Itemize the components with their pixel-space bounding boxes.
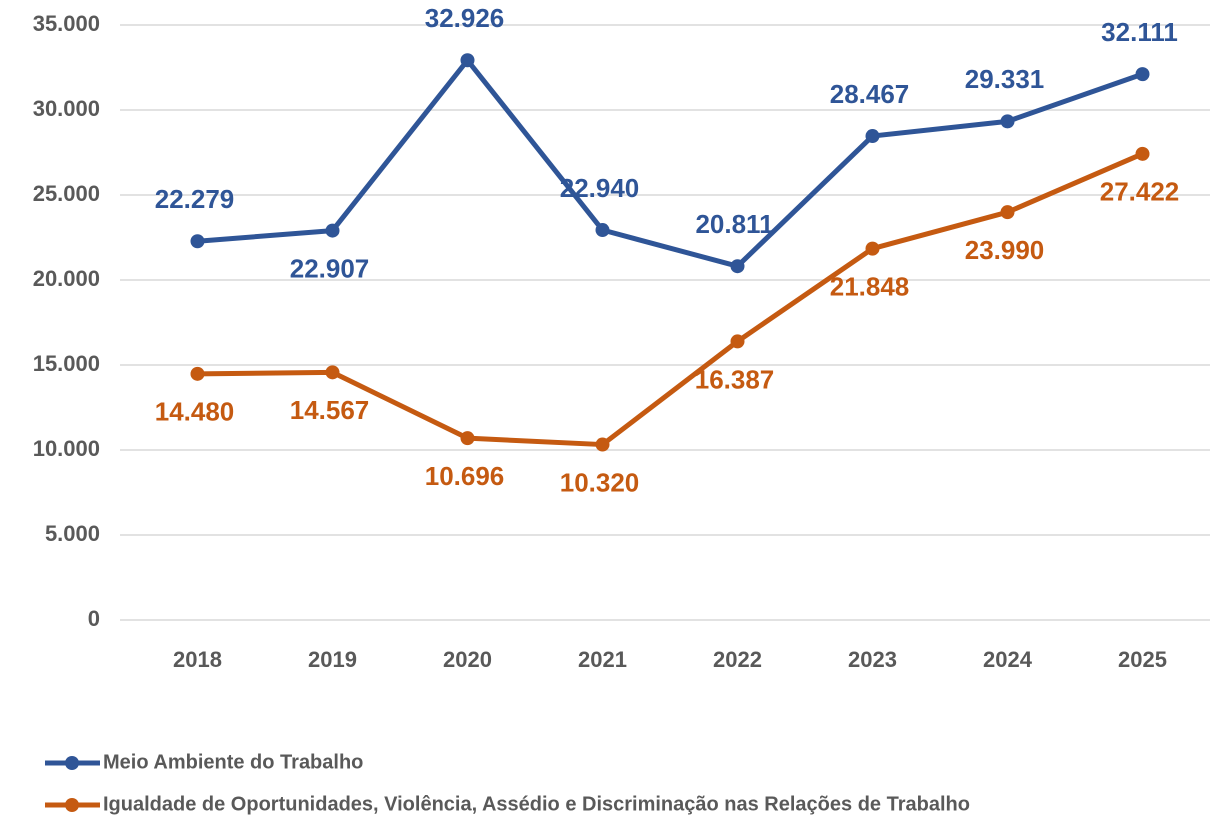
y-tick-label: 15.000 — [33, 351, 100, 376]
data-label: 32.926 — [425, 3, 505, 33]
data-label: 22.940 — [560, 173, 640, 203]
legend-marker — [65, 756, 79, 770]
data-label: 10.320 — [560, 467, 640, 497]
data-label: 23.990 — [965, 235, 1045, 265]
point — [1135, 146, 1150, 161]
y-tick-label: 25.000 — [33, 181, 100, 206]
data-label: 16.387 — [695, 364, 775, 394]
point — [325, 223, 340, 238]
series-line — [197, 57, 1144, 269]
x-tick-label: 2025 — [1118, 647, 1167, 672]
point — [865, 129, 880, 144]
data-label: 14.567 — [290, 395, 370, 425]
point — [190, 234, 205, 249]
data-label: 21.848 — [830, 271, 910, 301]
point — [595, 223, 610, 238]
x-tick-label: 2019 — [308, 647, 357, 672]
x-tick-label: 2022 — [713, 647, 762, 672]
data-label: 14.480 — [155, 397, 235, 427]
point — [730, 259, 745, 274]
x-tick-label: 2024 — [983, 647, 1033, 672]
legend-label: Igualdade de Oportunidades, Violência, A… — [103, 793, 970, 815]
point — [730, 334, 745, 349]
x-tick-label: 2018 — [173, 647, 222, 672]
legend-marker — [65, 798, 79, 812]
x-tick-label: 2021 — [578, 647, 627, 672]
y-tick-label: 5.000 — [45, 521, 100, 546]
point — [460, 53, 475, 68]
series-line — [197, 151, 1144, 448]
y-tick-label: 30.000 — [33, 96, 100, 121]
point — [325, 365, 340, 380]
y-tick-label: 10.000 — [33, 436, 100, 461]
data-label: 27.422 — [1100, 177, 1180, 207]
y-tick-label: 35.000 — [33, 11, 100, 36]
point — [190, 366, 205, 381]
data-label: 22.907 — [290, 253, 370, 283]
point — [1000, 205, 1015, 220]
data-label: 29.331 — [965, 64, 1045, 94]
point — [1000, 114, 1015, 129]
y-tick-label: 20.000 — [33, 266, 100, 291]
x-tick-label: 2020 — [443, 647, 492, 672]
legend-label: Meio Ambiente do Trabalho — [103, 751, 363, 773]
data-label: 32.111 — [1101, 17, 1178, 47]
data-label: 20.811 — [695, 209, 773, 239]
point — [460, 431, 475, 446]
data-label: 22.279 — [155, 184, 235, 214]
data-label: 28.467 — [830, 79, 910, 109]
y-tick-label: 0 — [88, 606, 100, 631]
point — [595, 437, 610, 452]
data-label: 10.696 — [425, 461, 505, 491]
x-tick-label: 2023 — [848, 647, 897, 672]
point — [1135, 67, 1150, 82]
point — [865, 241, 880, 256]
